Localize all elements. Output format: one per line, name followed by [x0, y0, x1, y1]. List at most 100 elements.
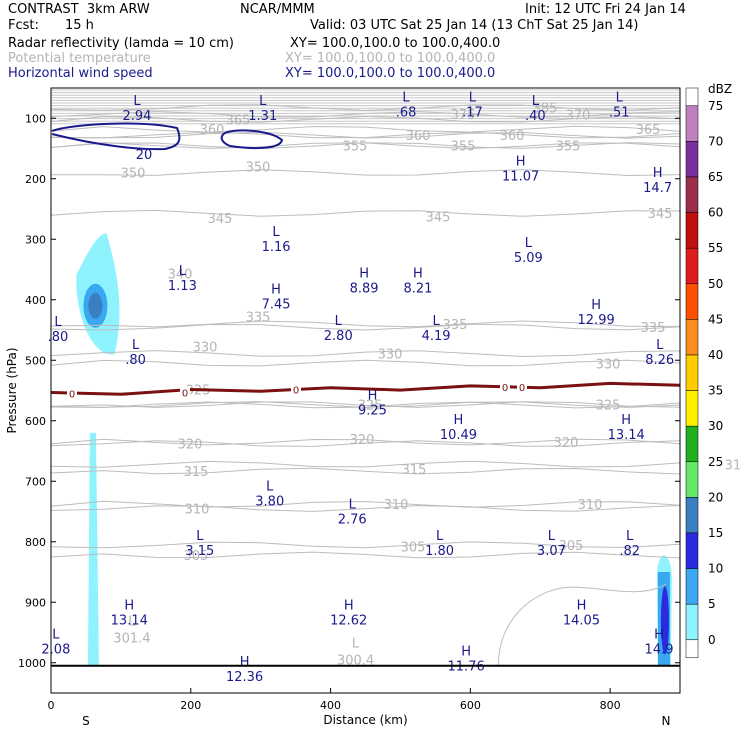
theta-label: 305	[184, 549, 209, 564]
theta-label: 305	[401, 541, 426, 556]
extremum-value: 10.49	[440, 428, 477, 443]
extremum-value: 12.62	[330, 614, 367, 629]
valid-time: Valid: 03 UTC Sat 25 Jan 14 (13 ChT Sat …	[310, 18, 639, 33]
theta-isotherm	[50, 401, 681, 409]
extremum-value: 4.19	[422, 329, 451, 344]
extremum-marker: L	[179, 264, 187, 279]
extremum-marker: L	[132, 338, 140, 353]
extremum-value: 9.25	[358, 404, 387, 419]
colorbar-swatch	[685, 390, 699, 427]
extremum-value: 13.14	[608, 428, 645, 443]
extremum-value: 14.7	[643, 181, 672, 196]
extremum-marker: H	[461, 644, 471, 659]
extremum-marker: L	[259, 94, 267, 109]
theta-label: 310	[185, 502, 210, 517]
theta-isotherm	[50, 467, 681, 475]
extremum-marker: H	[577, 599, 587, 614]
colorbar-level: 15	[708, 526, 723, 540]
extremum-value: 13.14	[111, 614, 148, 629]
colorbar-swatch	[685, 425, 699, 463]
theta-isotherm	[50, 401, 681, 408]
freezing-level-line	[50, 381, 681, 396]
end-label-right: N	[662, 714, 671, 728]
colorbar-swatch	[685, 105, 699, 142]
theta-label: 320	[554, 436, 579, 451]
wind-contours: 20	[51, 122, 284, 163]
colorbar-swatch	[685, 247, 699, 285]
theta-isotherm	[50, 320, 681, 328]
extremum-value: 1.13	[168, 279, 197, 294]
theta-label: 325	[358, 398, 383, 413]
extremum-value: 1.31	[248, 109, 277, 124]
end-label-left: S	[82, 714, 90, 728]
theta-isotherm	[50, 541, 681, 549]
extremum-marker: H	[124, 599, 134, 614]
field-name-wind: Horizontal wind speed	[8, 66, 153, 81]
theta-label: 320	[178, 438, 203, 453]
theta-label: 315	[402, 463, 427, 478]
theta-isotherm	[50, 350, 681, 358]
colorbar-swatch	[685, 639, 699, 658]
colorbar-level: 40	[708, 348, 723, 362]
y-tick-label: 100	[25, 112, 46, 125]
reflectivity-layer	[76, 233, 672, 666]
fcst-label: Fcst:	[8, 18, 39, 33]
extremum-value: 1.16	[262, 240, 291, 255]
refl-cell-upper-15dbz	[88, 292, 103, 319]
colorbar-level: 35	[708, 384, 723, 398]
theta-label: 385	[533, 101, 558, 116]
theta-isotherm	[50, 104, 681, 111]
y-tick-label: 1000	[18, 657, 46, 670]
extremum-marker: H	[654, 628, 664, 643]
x-tick-label: 200	[180, 699, 201, 712]
extremum-value: 12.36	[226, 670, 263, 685]
colorbar-swatch	[685, 176, 699, 213]
theta-label: 345	[648, 207, 673, 222]
model-label: CONTRAST 3km ARW	[8, 2, 150, 17]
extremum-value: .40	[525, 109, 546, 124]
colorbar-level: 55	[708, 241, 723, 255]
extremum-value: 14.9	[645, 643, 674, 658]
extremum-value: .51	[609, 105, 630, 120]
colorbar-swatch	[685, 461, 699, 498]
fcst-value: 15 h	[65, 18, 94, 33]
extremum-value: 3.80	[255, 494, 284, 509]
x-tick-label: 0	[48, 699, 55, 712]
extremum-marker: L	[54, 315, 62, 330]
theta-label: 365	[226, 113, 251, 128]
extremum-marker: H	[359, 266, 369, 281]
freezing-label-bg	[67, 387, 77, 400]
colorbar-level: 20	[708, 490, 723, 504]
colorbar-level: 50	[708, 277, 723, 291]
extremum-marker: L	[532, 94, 540, 109]
extremum-marker: L	[335, 314, 343, 329]
freezing-label-bg	[517, 380, 527, 393]
colorbar-swatch	[685, 319, 699, 356]
theta-label: 365	[636, 123, 661, 138]
colorbar-level: 5	[708, 597, 716, 611]
theta-low-value: 301.4	[113, 631, 150, 646]
extremum-marker: L	[133, 94, 141, 109]
theta-label: 330	[596, 357, 621, 372]
theta-label: 360	[406, 129, 431, 144]
freezing-label-bg	[500, 380, 510, 393]
extremum-value: 12.99	[578, 313, 615, 328]
theta-isotherm-hook	[497, 583, 667, 666]
y-tick-label: 200	[25, 173, 46, 186]
freezing-label: 0	[519, 383, 525, 394]
extremum-value: 3.15	[185, 544, 214, 559]
wind-contour-20-left	[51, 122, 181, 151]
field-name-reflectivity: Radar reflectivity (lamda = 10 cm)	[8, 36, 234, 51]
extremum-marker: H	[271, 283, 281, 298]
colorbar-swatch	[685, 87, 699, 107]
extremum-value: .82	[619, 544, 640, 559]
colorbar-swatch	[685, 532, 699, 569]
freezing-label: 0	[182, 388, 188, 399]
theta-isotherm	[50, 460, 681, 468]
theta-isotherm	[50, 440, 681, 447]
theta-low-marker: L	[128, 614, 136, 629]
